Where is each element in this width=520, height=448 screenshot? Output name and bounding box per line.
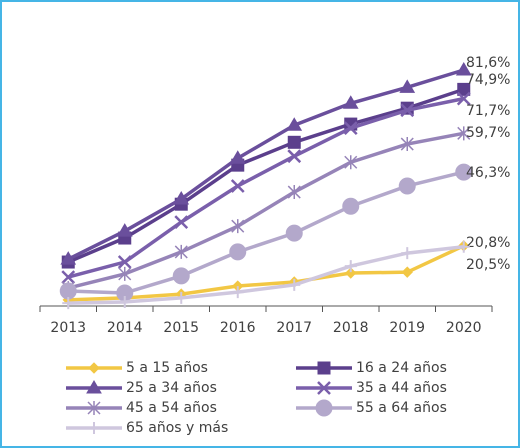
marker (398, 177, 416, 195)
series-line (67, 87, 465, 264)
x-tick-label: 2019 (389, 320, 425, 336)
marker (116, 223, 133, 237)
marker (285, 224, 303, 242)
marker (343, 121, 358, 136)
marker (400, 137, 414, 152)
x-tick-label: 2018 (333, 320, 369, 336)
marker (401, 247, 414, 260)
legend-marker (88, 362, 100, 374)
legend-marker (317, 361, 331, 375)
x-tick-label: 2015 (163, 320, 199, 336)
series-line (68, 244, 465, 302)
marker (231, 286, 244, 299)
x-tick-label: 2017 (276, 320, 312, 336)
data-label: 74,9% (466, 72, 510, 88)
marker (229, 243, 247, 261)
marker (173, 190, 190, 205)
marker (287, 135, 301, 149)
legend-label: 65 años y más (126, 420, 228, 436)
marker (117, 255, 132, 269)
marker (229, 150, 246, 164)
marker (231, 219, 245, 234)
x-tick-label: 2020 (446, 320, 482, 336)
marker (457, 126, 471, 141)
legend-label: 35 a 44 años (356, 380, 447, 396)
data-label: 71,7% (466, 103, 510, 119)
legend-label: 25 a 34 años (126, 380, 217, 396)
marker (456, 91, 471, 106)
marker (401, 266, 413, 278)
marker (118, 266, 132, 281)
marker (286, 117, 303, 131)
series-line (68, 244, 464, 305)
marker (344, 155, 358, 170)
marker (118, 295, 131, 308)
series-line (67, 68, 465, 261)
series-line (67, 96, 465, 279)
legend-marker (87, 401, 101, 415)
marker (344, 260, 357, 273)
legend-label: 16 a 24 años (356, 360, 447, 376)
marker (230, 179, 245, 193)
data-label: 59,7% (466, 125, 510, 141)
data-label: 20,8% (466, 235, 510, 251)
data-label: 46,3% (466, 165, 510, 181)
legend-marker (86, 380, 102, 394)
marker (59, 282, 77, 300)
marker (400, 103, 415, 118)
marker (455, 163, 473, 181)
marker (288, 278, 301, 291)
marker (287, 185, 301, 200)
marker (457, 82, 471, 96)
legend-marker (88, 422, 100, 434)
data-label: 81,6% (466, 55, 510, 71)
data-label: 20,5% (466, 257, 510, 273)
marker (455, 62, 472, 76)
legend-marker (317, 381, 331, 395)
marker (342, 197, 360, 215)
marker (287, 149, 302, 164)
marker (60, 251, 77, 265)
marker (172, 267, 190, 285)
marker (399, 79, 416, 93)
series-line (67, 131, 465, 290)
series-line (68, 170, 465, 295)
marker (342, 95, 359, 109)
legend-label: 5 a 15 años (126, 360, 208, 376)
x-tick-label: 2016 (220, 320, 256, 336)
legend-label: 45 a 54 años (126, 400, 217, 416)
marker (62, 297, 75, 310)
marker (61, 270, 76, 284)
marker (457, 240, 470, 253)
marker (174, 244, 188, 259)
legend-label: 55 a 64 años (356, 400, 447, 416)
x-tick-label: 2014 (107, 320, 143, 336)
legend-marker (315, 399, 333, 417)
x-tick-label: 2013 (50, 320, 86, 336)
marker (175, 291, 188, 304)
marker (174, 215, 189, 230)
marker (345, 267, 357, 279)
